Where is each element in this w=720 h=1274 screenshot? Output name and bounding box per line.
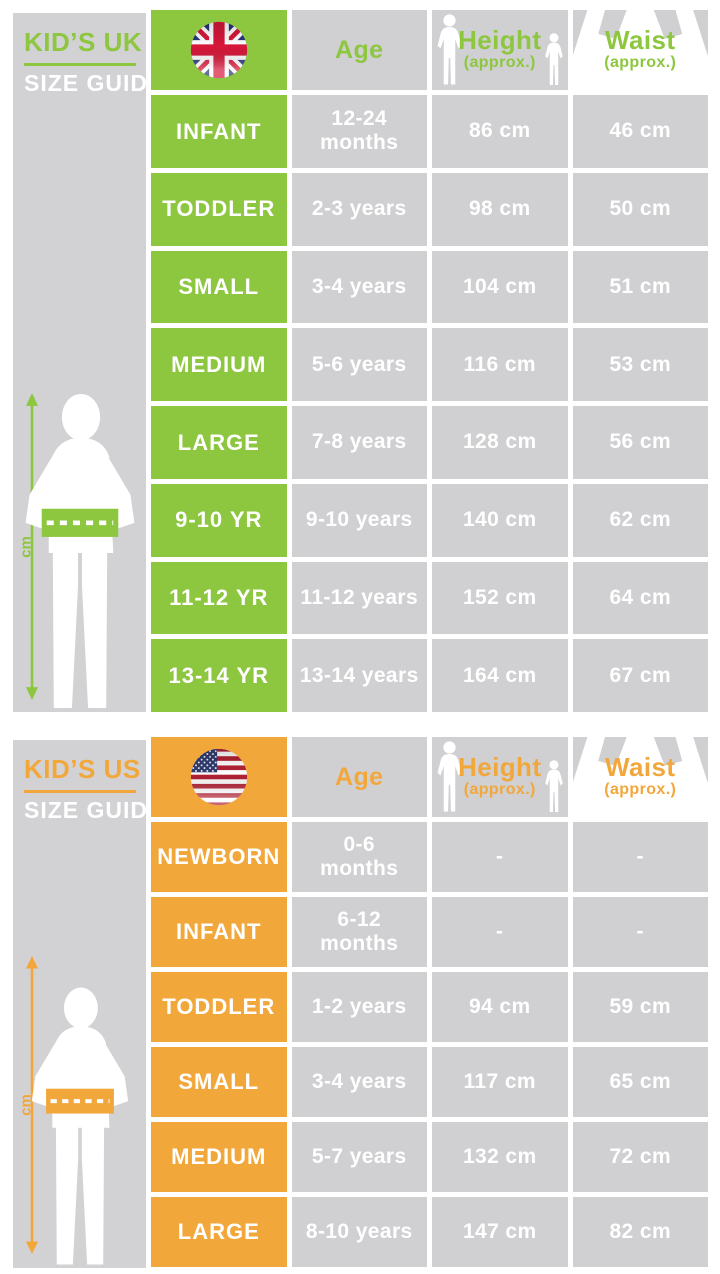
waist-header-approx: (approx.) xyxy=(604,780,677,798)
waist-value-cell: 56 cm xyxy=(572,406,708,479)
age-value-cell: 13-14 years xyxy=(291,639,427,712)
uk-left-panel: KID’S UK SIZE GUIDE cm xyxy=(13,13,165,712)
height-value-cell: 140 cm xyxy=(432,483,568,557)
size-name-cell: TODDLER xyxy=(151,172,287,246)
uk-section-title-block: KID’S UK SIZE GUIDE xyxy=(13,13,165,97)
waist-value-cell: 72 cm xyxy=(572,1122,708,1192)
height-value-cell: 152 cm xyxy=(432,561,568,635)
height-value-cell: - xyxy=(432,822,568,892)
size-name-cell: INFANT xyxy=(151,95,287,168)
uk-height-column-header: Height (approx.) xyxy=(432,10,568,90)
age-value-cell: 3-4 years xyxy=(291,250,427,324)
waist-value-cell: 53 cm xyxy=(572,328,708,401)
us-height-column-header: Height (approx.) xyxy=(432,737,568,817)
height-value-cell: - xyxy=(432,897,568,967)
size-name-cell: 13-14 YR xyxy=(151,639,287,712)
size-name-cell: LARGE xyxy=(151,1197,287,1267)
us-title-underline xyxy=(24,790,136,793)
waist-value-cell: 82 cm xyxy=(572,1197,708,1267)
us-flag-icon xyxy=(190,748,247,806)
height-header-label: Height xyxy=(458,751,542,782)
age-value-cell: 7-8 years xyxy=(291,406,427,479)
child-silhouette-icon xyxy=(14,390,145,712)
age-value-cell: 1-2 years xyxy=(291,972,427,1042)
waist-torso-icon xyxy=(572,10,708,90)
size-name-cell: 9-10 YR xyxy=(151,483,287,557)
age-value-cell: 5-7 years xyxy=(291,1122,427,1192)
size-name-cell: MEDIUM xyxy=(151,328,287,401)
short-child-icon xyxy=(544,760,563,812)
height-value-cell: 94 cm xyxy=(432,972,568,1042)
us-section-title-block: KID’S US SIZE GUIDE xyxy=(13,740,165,824)
age-value-cell: 12-24 months xyxy=(291,95,427,168)
waist-value-cell: 64 cm xyxy=(572,561,708,635)
age-value-cell: 3-4 years xyxy=(291,1047,427,1117)
size-name-cell: SMALL xyxy=(151,1047,287,1117)
us-waist-column-header: Waist (approx.) xyxy=(572,737,708,817)
short-child-icon xyxy=(544,33,563,85)
waist-value-cell: 62 cm xyxy=(572,483,708,557)
height-value-cell: 86 cm xyxy=(432,95,568,168)
waist-header-approx: (approx.) xyxy=(604,53,677,71)
size-name-cell: MEDIUM xyxy=(151,1122,287,1192)
height-value-cell: 128 cm xyxy=(432,406,568,479)
child-silhouette-icon xyxy=(22,984,138,1268)
height-value-cell: 117 cm xyxy=(432,1047,568,1117)
waist-value-cell: 67 cm xyxy=(572,639,708,712)
height-value-cell: 98 cm xyxy=(432,172,568,246)
us-size-table: Age Height (approx.) Waist (approx.) NEW… xyxy=(151,737,708,1267)
waist-torso-icon xyxy=(572,737,708,817)
uk-age-column-header: Age xyxy=(291,10,427,90)
us-left-panel: KID’S US SIZE GUIDE cm xyxy=(13,740,165,1268)
waist-header-label: Waist xyxy=(605,751,676,782)
waist-value-cell: - xyxy=(572,897,708,967)
size-name-cell: SMALL xyxy=(151,250,287,324)
age-value-cell: 6-12 months xyxy=(291,897,427,967)
age-value-cell: 9-10 years xyxy=(291,483,427,557)
height-header-approx: (approx.) xyxy=(463,780,536,798)
uk-flag-header-cell xyxy=(151,10,287,90)
size-name-cell: 11-12 YR xyxy=(151,561,287,635)
us-flag-header-cell xyxy=(151,737,287,817)
height-value-cell: 164 cm xyxy=(432,639,568,712)
size-name-cell: NEWBORN xyxy=(151,822,287,892)
waist-value-cell: 51 cm xyxy=(572,250,708,324)
size-name-cell: TODDLER xyxy=(151,972,287,1042)
age-value-cell: 5-6 years xyxy=(291,328,427,401)
waist-value-cell: 59 cm xyxy=(572,972,708,1042)
waist-value-cell: 65 cm xyxy=(572,1047,708,1117)
age-value-cell: 0-6 months xyxy=(291,822,427,892)
us-section-title: KID’S US xyxy=(24,754,141,784)
height-value-cell: 104 cm xyxy=(432,250,568,324)
uk-waist-column-header: Waist (approx.) xyxy=(572,10,708,90)
uk-flag-icon xyxy=(190,21,247,79)
age-value-cell: 8-10 years xyxy=(291,1197,427,1267)
waist-value-cell: 50 cm xyxy=(572,172,708,246)
height-header-approx: (approx.) xyxy=(463,53,536,71)
size-name-cell: INFANT xyxy=(151,897,287,967)
waist-header-label: Waist xyxy=(605,24,676,55)
size-name-cell: LARGE xyxy=(151,406,287,479)
uk-section-title: KID’S UK xyxy=(24,27,143,57)
height-value-cell: 147 cm xyxy=(432,1197,568,1267)
uk-size-table: Age Height (approx.) Waist (approx.) INF… xyxy=(151,10,708,712)
waist-value-cell: - xyxy=(572,822,708,892)
uk-section-subtitle: SIZE GUIDE xyxy=(24,70,165,96)
uk-title-underline xyxy=(24,63,136,66)
waist-value-cell: 46 cm xyxy=(572,95,708,168)
age-value-cell: 11-12 years xyxy=(291,561,427,635)
height-value-cell: 132 cm xyxy=(432,1122,568,1192)
us-section-subtitle: SIZE GUIDE xyxy=(24,797,165,823)
height-header-label: Height xyxy=(458,24,542,55)
us-age-column-header: Age xyxy=(291,737,427,817)
age-value-cell: 2-3 years xyxy=(291,172,427,246)
height-value-cell: 116 cm xyxy=(432,328,568,401)
